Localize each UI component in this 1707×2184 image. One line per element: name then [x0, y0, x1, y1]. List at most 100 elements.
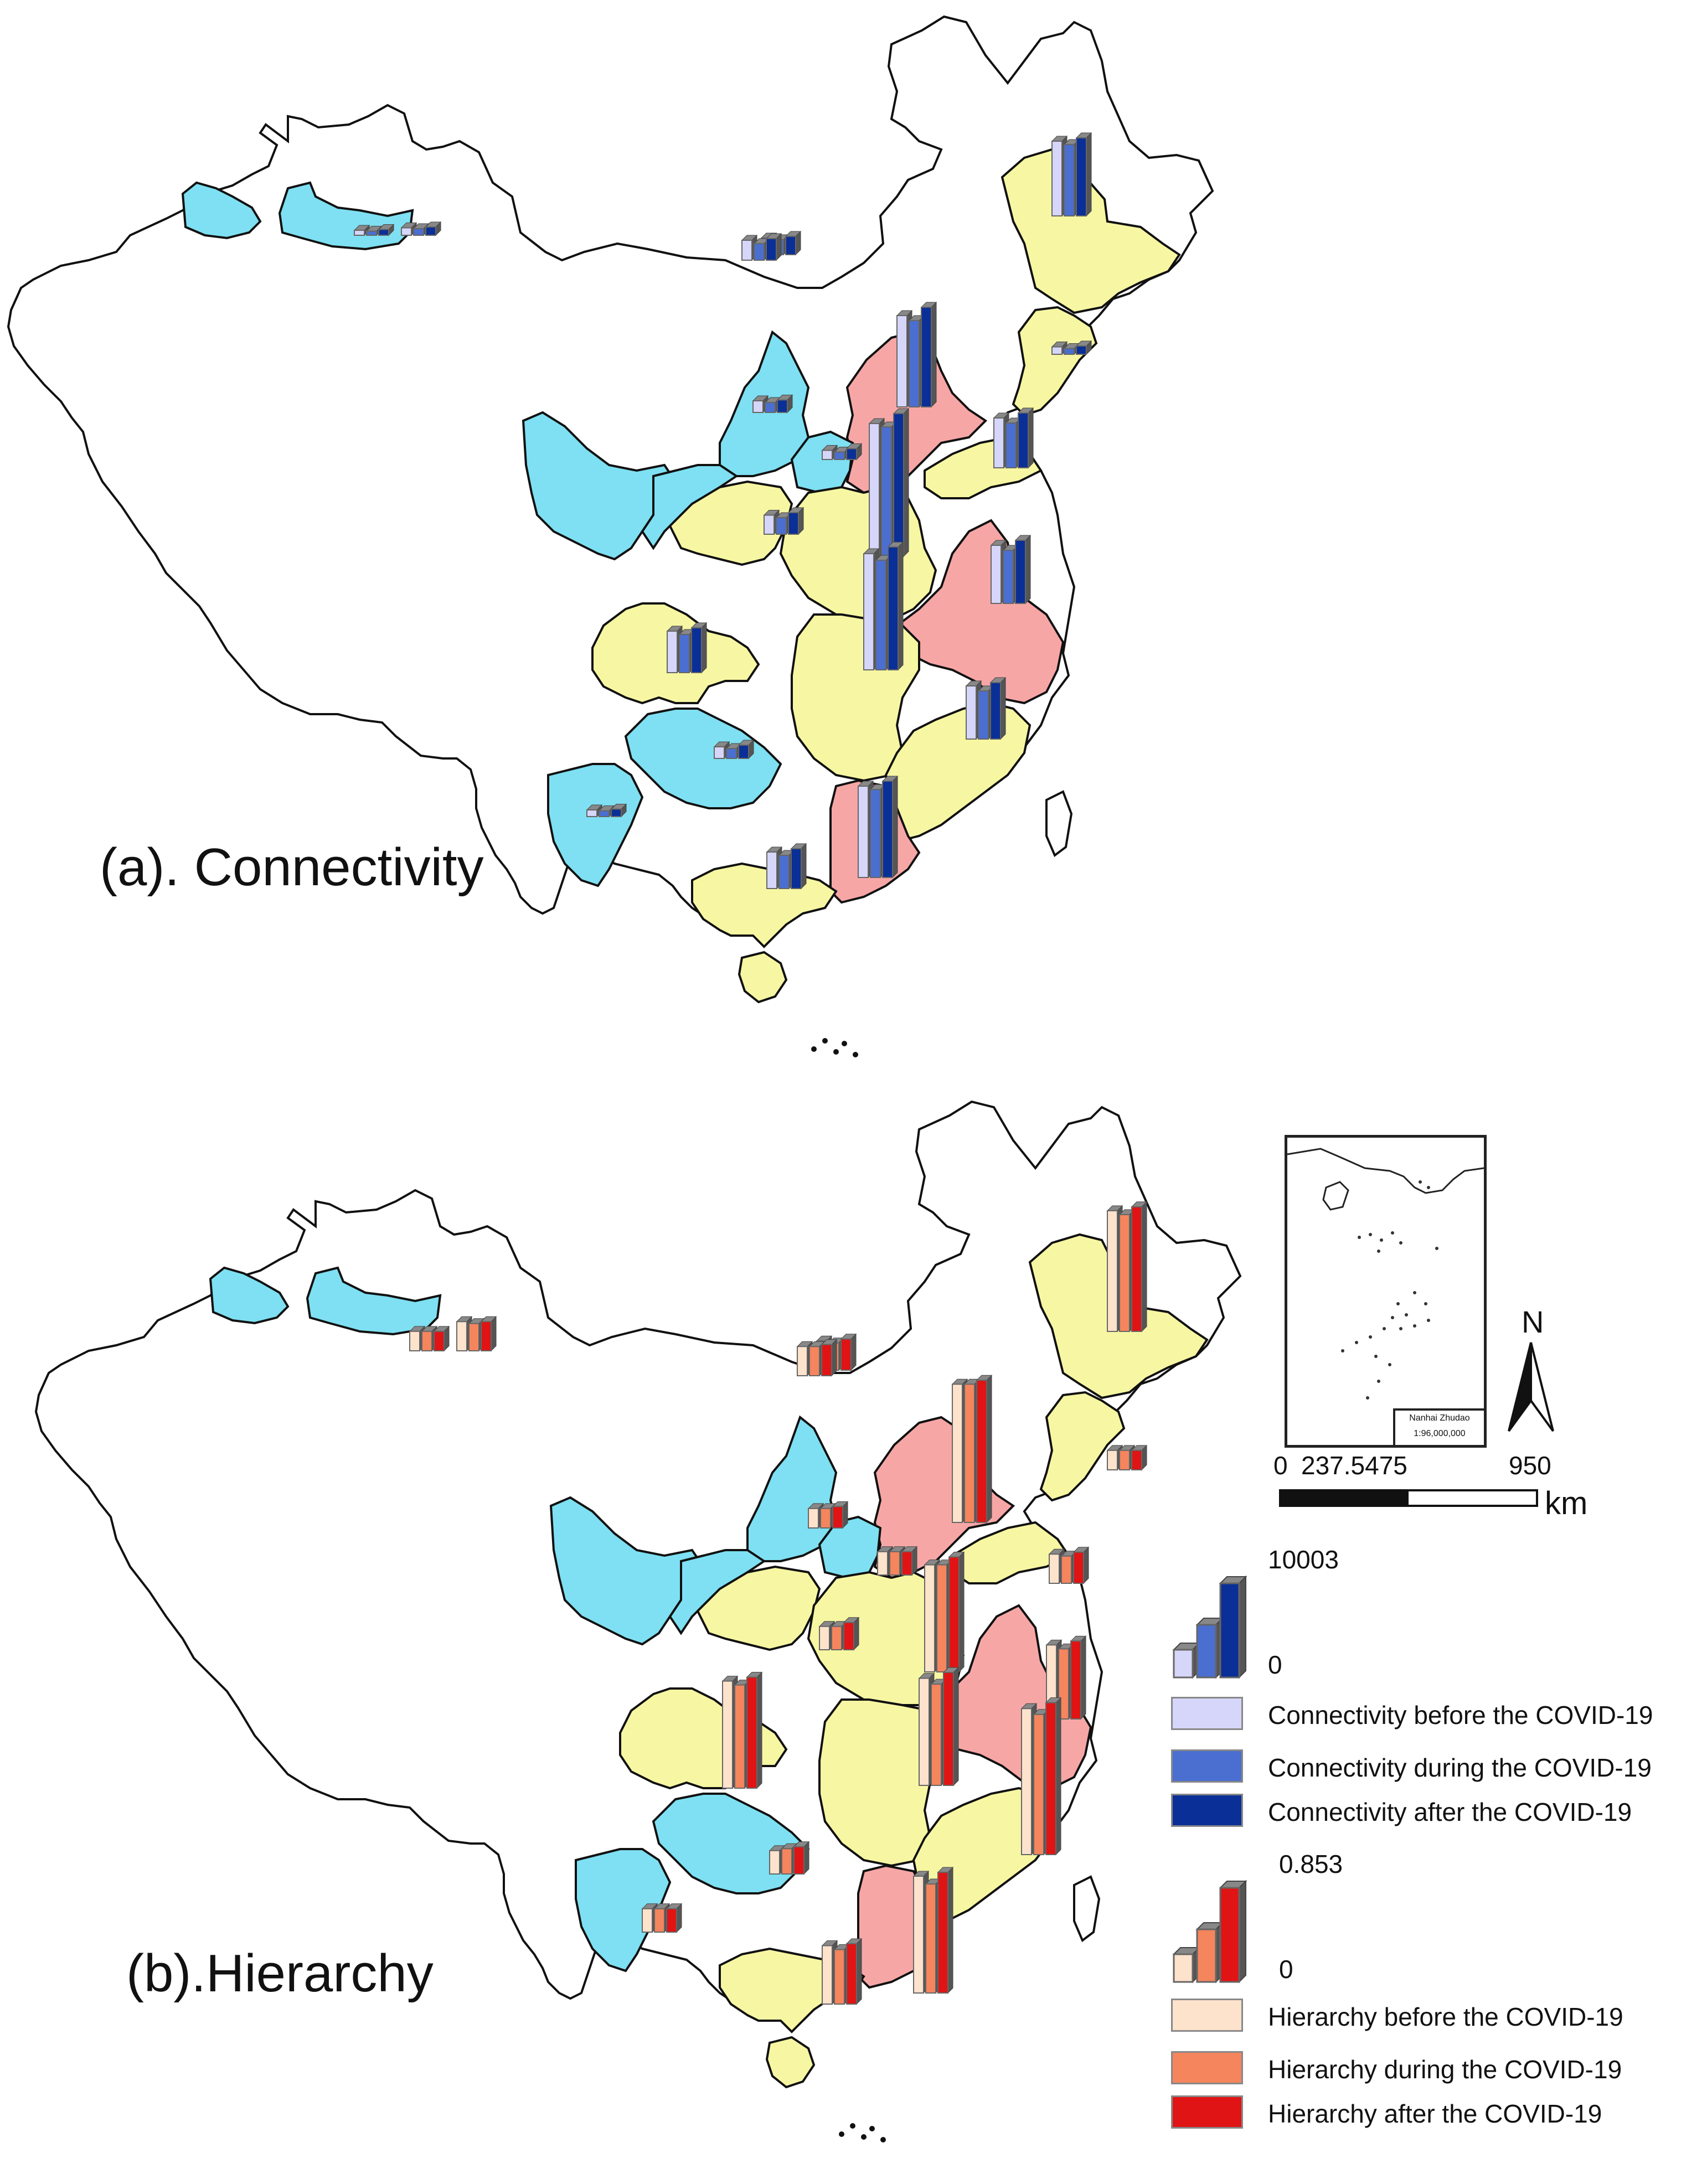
- province-region-9: [696, 1565, 821, 1651]
- north-arrow-icon: [1508, 1342, 1554, 1432]
- hierarchy-bar-group-14: [641, 1903, 683, 1933]
- bar-after: [738, 745, 749, 760]
- bar-before: [913, 1875, 924, 1994]
- hierarchy-bar-group-4: [807, 1501, 849, 1529]
- bar-during: [925, 1883, 936, 1994]
- bar-during: [1119, 1449, 1130, 1471]
- bar-after: [425, 226, 436, 236]
- bar-side: [1086, 132, 1092, 217]
- legend-label-conn-after: Connectivity after the COVID-19: [1268, 1798, 1632, 1826]
- province-region-14: [818, 1698, 948, 1867]
- bar-after: [840, 1338, 852, 1371]
- bar-after: [943, 1672, 954, 1786]
- bar-before: [896, 315, 907, 408]
- bar-during: [366, 230, 377, 236]
- bar-before: [858, 786, 869, 878]
- legend-swatch-hier-after: [1171, 2095, 1243, 2129]
- bar-before: [1049, 1553, 1060, 1584]
- province-region-16: [624, 708, 782, 809]
- inset-caption: Nanhai Zhudao 1:96,000,000: [1393, 1408, 1484, 1445]
- bar-during: [1033, 1713, 1044, 1856]
- legend-hierarchy-max: 0.853: [1279, 1850, 1343, 1878]
- bar-during: [875, 560, 886, 670]
- legend-hierarchy-min: 0: [1279, 1955, 1293, 1984]
- connectivity-bar-group-14: [586, 803, 627, 818]
- bar-after: [1076, 345, 1087, 355]
- legend-bar: [1173, 1953, 1194, 1983]
- bar-before: [991, 545, 1002, 604]
- bar-after: [611, 808, 622, 817]
- hierarchy-map-title: (b).Hierarchy: [126, 1944, 434, 2003]
- province-region-12: [895, 519, 1065, 705]
- bar-during: [881, 426, 892, 557]
- bar-before: [919, 1677, 930, 1786]
- island-dot: [839, 2131, 844, 2137]
- island-dot: [811, 1046, 817, 1052]
- legend-swatch-hier-before: [1171, 1999, 1243, 2032]
- bar-during: [834, 451, 845, 460]
- bar-side: [1080, 1635, 1086, 1720]
- scale-tick-max: 950: [1509, 1451, 1551, 1480]
- bar-after: [1018, 412, 1029, 468]
- hierarchy-bar-group-19: [1106, 1201, 1148, 1333]
- bar-during: [734, 1684, 745, 1789]
- bar-after: [843, 1622, 854, 1651]
- bar-after: [893, 413, 904, 557]
- bar-after: [1073, 1551, 1084, 1584]
- bar-before: [714, 746, 725, 760]
- connectivity-bar-group-3: [1051, 340, 1092, 355]
- island-dot: [853, 1052, 858, 1057]
- bar-side: [853, 1617, 859, 1651]
- bar-side: [898, 541, 904, 671]
- bar-before: [863, 553, 874, 670]
- province-region-1: [306, 1266, 442, 1336]
- inset-map: [1287, 1148, 1484, 1400]
- bar-before: [642, 1908, 653, 1933]
- bar-side: [831, 1339, 837, 1377]
- bar-after: [785, 236, 796, 255]
- legend-swatch-conn-during: [1171, 1749, 1243, 1783]
- bar-side: [1141, 1201, 1147, 1333]
- connectivity-bar-group-18: [741, 233, 782, 261]
- bar-during: [936, 1564, 947, 1672]
- bar-during: [776, 517, 787, 535]
- bar-after: [766, 238, 777, 261]
- connectivity-bar-group-12: [666, 622, 708, 674]
- bar-after: [434, 1330, 445, 1352]
- bar-before: [966, 685, 977, 740]
- bar-during: [654, 1908, 665, 1933]
- legend-bar-side: [1239, 1575, 1246, 1679]
- bar-before: [667, 631, 678, 673]
- connectivity-bar-group-13: [713, 739, 755, 760]
- bar-before: [456, 1321, 467, 1352]
- hierarchy-map: [34, 1100, 1242, 2142]
- bar-during: [778, 855, 790, 889]
- hierarchy-bar-group-6: [818, 1617, 860, 1651]
- bar-before: [354, 230, 365, 236]
- legend-bar: [1173, 1649, 1194, 1679]
- bar-during: [1005, 422, 1017, 468]
- island-dot: [869, 2126, 875, 2131]
- legend-label-hier-during: Hierarchy during the COVID-19: [1268, 2055, 1622, 2084]
- hierarchy-bar-group-1: [456, 1316, 497, 1352]
- bar-before: [409, 1330, 420, 1352]
- bar-after: [921, 307, 932, 407]
- bar-after: [666, 1908, 677, 1933]
- bar-after: [793, 1846, 804, 1875]
- province-region-9: [668, 480, 793, 566]
- bar-side: [1055, 1697, 1061, 1856]
- legend-bar: [1219, 1582, 1240, 1679]
- bar-before: [1021, 1708, 1032, 1855]
- legend-swatch-hier-during: [1171, 2051, 1243, 2084]
- bar-side: [1025, 534, 1031, 605]
- legend-bar: [1196, 1624, 1217, 1679]
- bar-after: [888, 546, 899, 671]
- scale-tick-mid: 237.5475: [1301, 1451, 1407, 1480]
- island-dot: [880, 2137, 886, 2142]
- legend-label-conn-during: Connectivity during the COVID-19: [1268, 1753, 1652, 1782]
- bar-during: [831, 1625, 842, 1651]
- bar-before: [722, 1680, 733, 1789]
- connectivity-bar-group-5: [821, 443, 863, 461]
- bar-during: [1064, 348, 1075, 355]
- bar-before: [993, 417, 1004, 468]
